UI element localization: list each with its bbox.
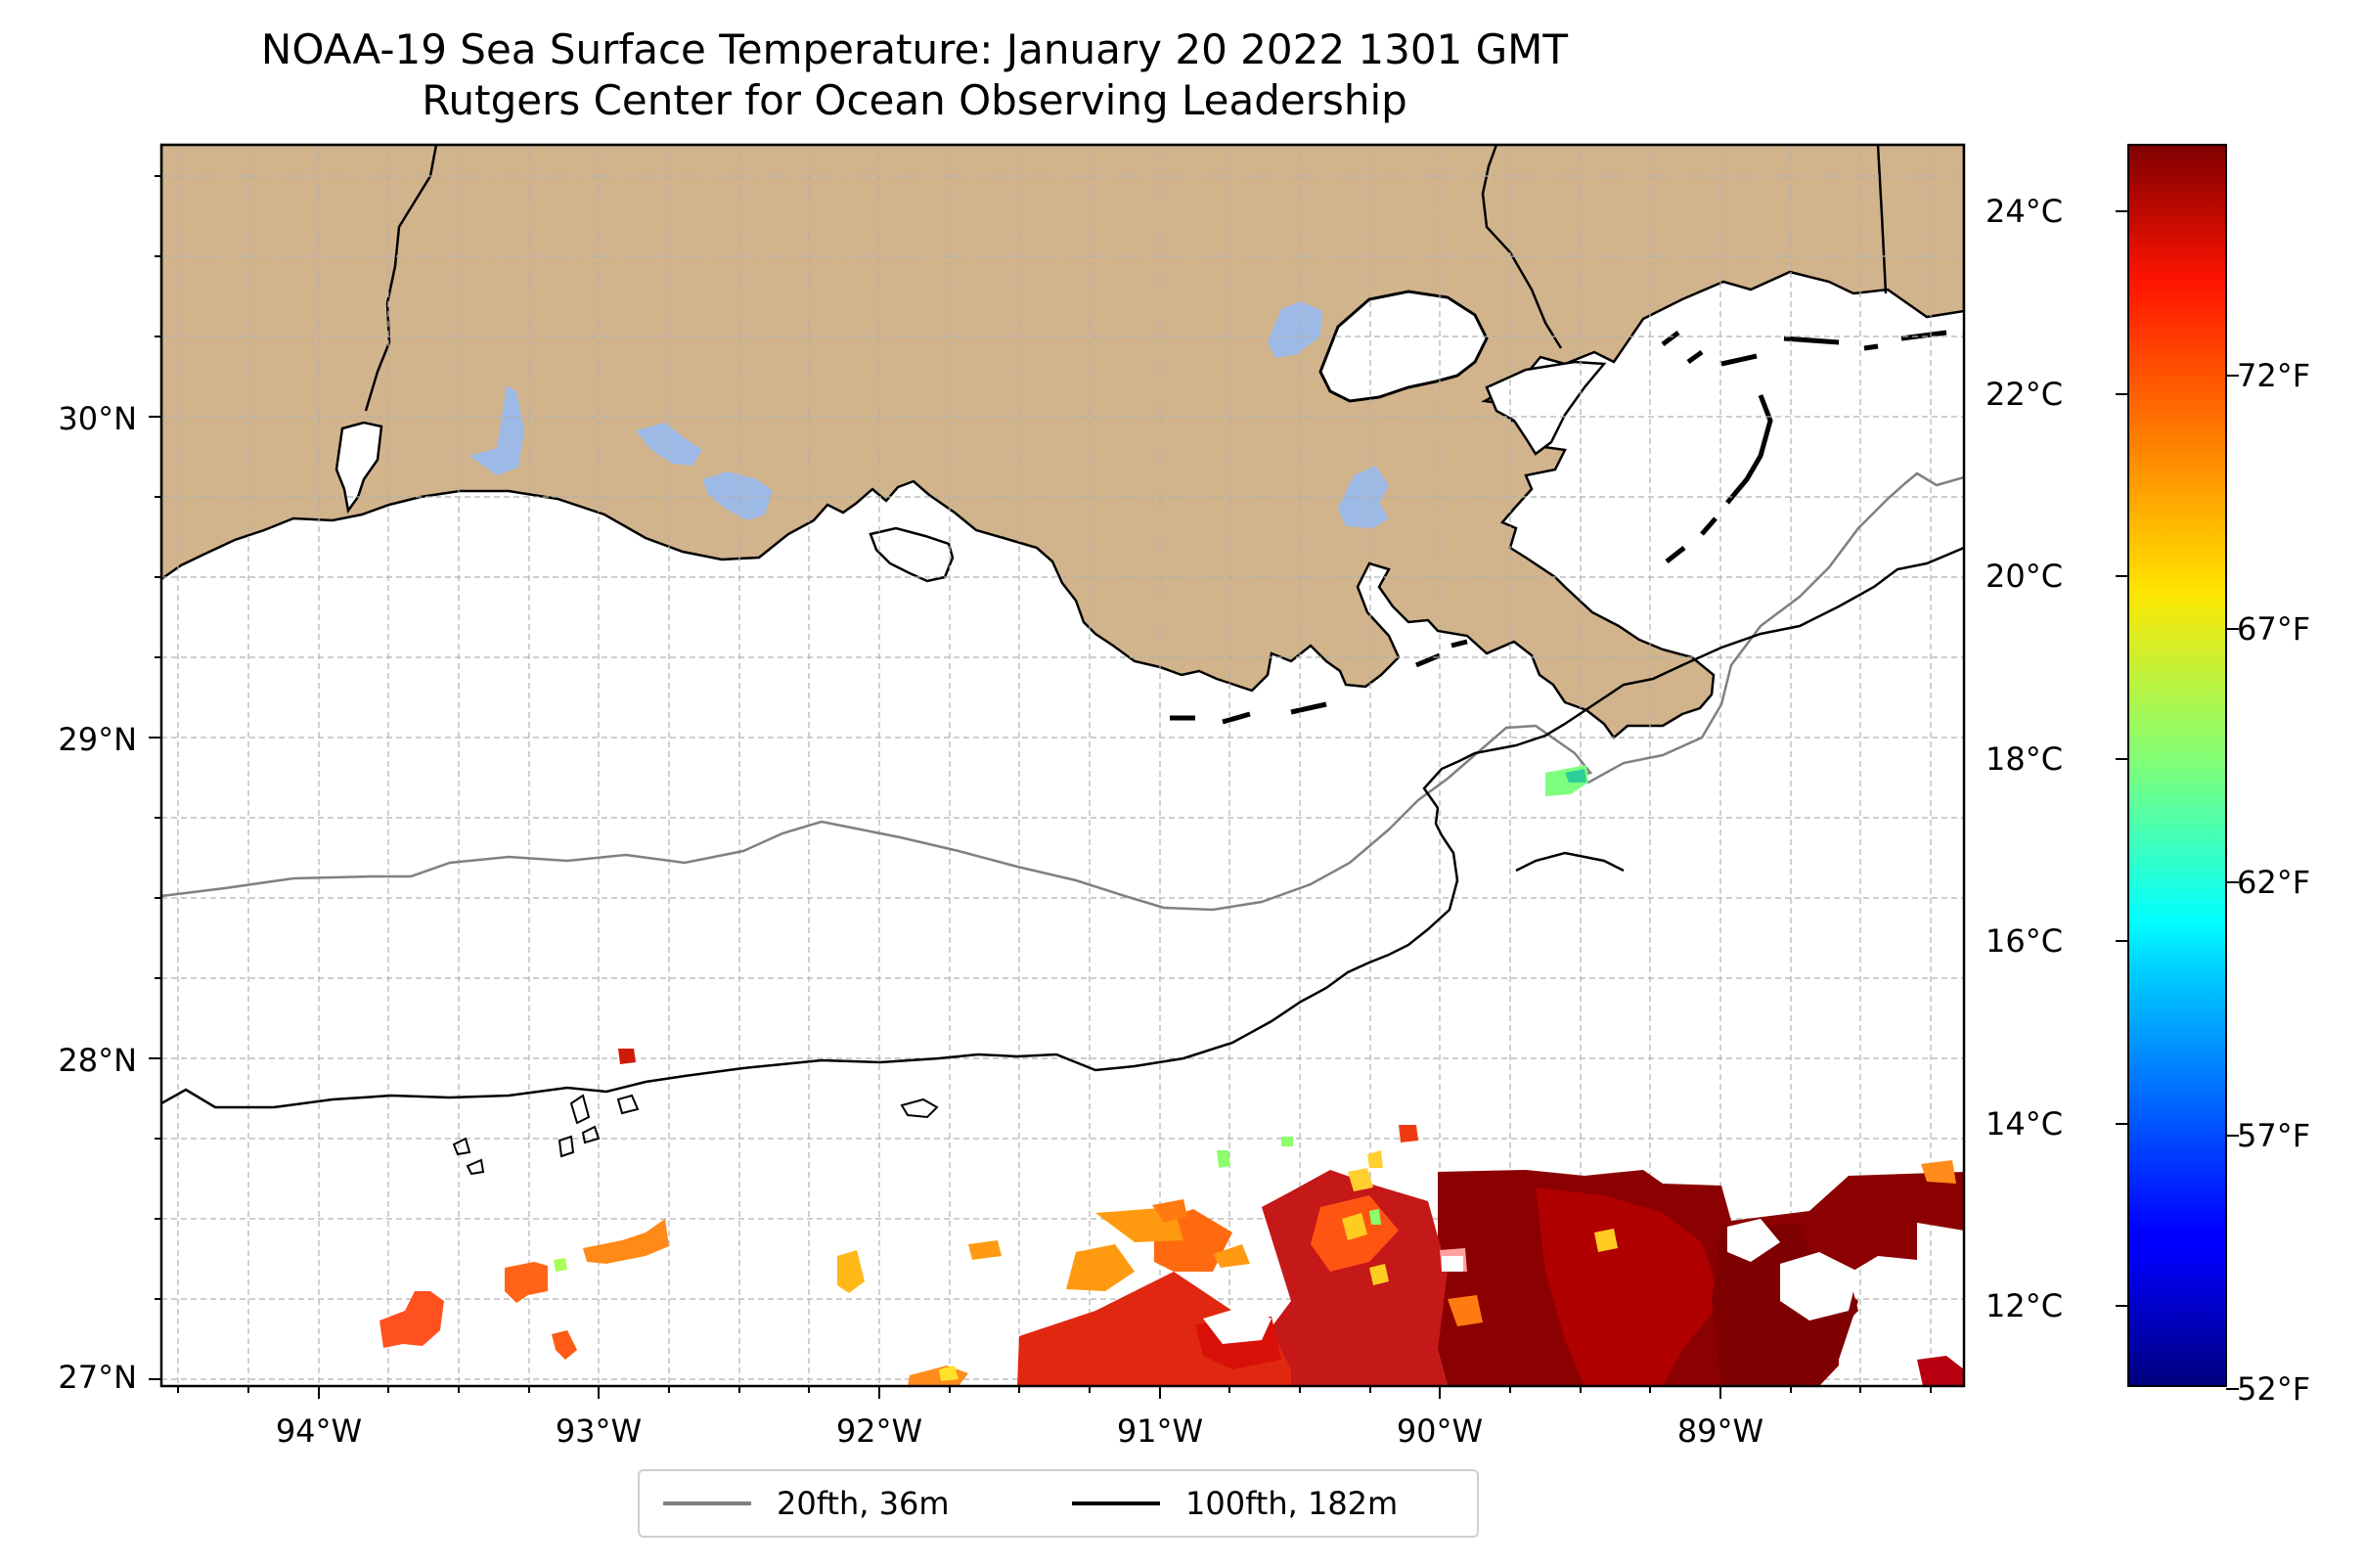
state-border-ms-al (1876, 145, 1888, 294)
lon-label-94w: 94°W (275, 1412, 363, 1450)
legend-swatch-black (1072, 1501, 1160, 1505)
legend-swatch-gray (663, 1501, 751, 1505)
lake-salvador (1338, 466, 1389, 528)
lon-label-93w: 93°W (555, 1412, 643, 1450)
lake-sabine-blue (469, 385, 524, 475)
map-gridlines (161, 145, 1964, 1386)
lon-label-91w: 91°W (1116, 1412, 1204, 1450)
colorbar-celsius-12: 12°C (1986, 1287, 2064, 1324)
colorbar-fahrenheit-52: 52°F (2237, 1370, 2311, 1408)
colorbar-celsius-16: 16°C (1986, 922, 2064, 960)
colorbar (2127, 144, 2227, 1387)
legend-label-20fth: 20fth, 36m (777, 1485, 950, 1522)
lat-label-29n: 29°N (58, 721, 137, 758)
isobath-100fth (161, 546, 1964, 1109)
sst-pixels (379, 765, 1964, 1386)
colorbar-fahrenheit-62: 62°F (2237, 864, 2311, 901)
lat-label-27n: 27°N (58, 1359, 137, 1396)
chart-title: NOAA-19 Sea Surface Temperature: January… (260, 25, 1569, 73)
seamount-contours (452, 1094, 939, 1176)
colorbar-celsius-14: 14°C (1986, 1105, 2064, 1142)
lat-label-28n: 28°N (58, 1042, 137, 1079)
lake-borgne (1485, 360, 1607, 456)
map-border (159, 143, 1966, 1388)
colorbar-celsius-24: 24°C (1986, 193, 2064, 230)
isobath-20fth (161, 471, 1964, 912)
colorbar-celsius-22: 22°C (1986, 376, 2064, 413)
colorbar-fahrenheit-72: 72°F (2237, 357, 2311, 394)
lon-label-89w: 89°W (1676, 1412, 1764, 1450)
lon-label-92w: 92°W (835, 1412, 923, 1450)
calcasieu-lake (335, 421, 383, 515)
colorbar-ticks (2116, 210, 2239, 1390)
colorbar-fahrenheit-67: 67°F (2237, 610, 2311, 648)
lon-label-90w: 90°W (1396, 1412, 1484, 1450)
colorbar-fahrenheit-57: 57°F (2237, 1117, 2311, 1154)
state-border-la-ms (1481, 145, 1563, 349)
legend-label-100fth: 100fth, 182m (1185, 1485, 1399, 1522)
colorbar-celsius-20: 20°C (1986, 558, 2064, 595)
axis-ticks (149, 175, 1932, 1399)
colorbar-celsius-18: 18°C (1986, 740, 2064, 778)
lake-pontchartrain (1318, 290, 1489, 403)
lat-label-30n: 30°N (58, 400, 137, 437)
lake-maurepas (1268, 301, 1322, 358)
lake-white (702, 471, 773, 520)
state-border-tx-la (364, 145, 438, 412)
chart-subtitle: Rutgers Center for Ocean Observing Leade… (422, 76, 1407, 124)
sst-gaps (1203, 1219, 1964, 1352)
barrier-islands (1170, 330, 1947, 725)
isobath-legend: 20fth, 36m 100fth, 182m (638, 1469, 1479, 1538)
